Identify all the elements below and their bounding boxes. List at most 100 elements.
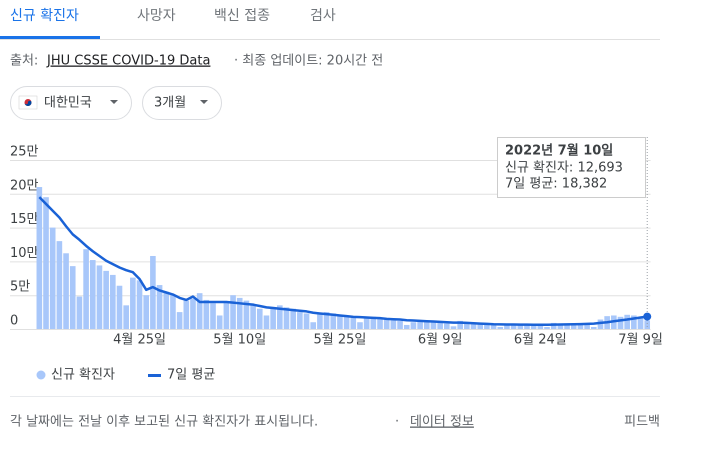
bar <box>223 301 230 329</box>
footer-link[interactable]: 데이터 정보 <box>410 415 474 430</box>
line <box>38 196 648 327</box>
bar <box>390 320 397 329</box>
bar <box>524 324 530 329</box>
bar <box>550 322 557 329</box>
bar <box>370 316 377 329</box>
bar <box>470 323 477 329</box>
legend-swatch <box>148 374 161 377</box>
bar <box>330 313 337 329</box>
bar <box>110 274 116 329</box>
x-tick-label: 5월 25일 <box>314 333 367 348</box>
bar <box>444 323 450 329</box>
bar <box>270 308 276 329</box>
separator: · <box>395 415 399 430</box>
bar <box>89 260 96 329</box>
bar <box>263 315 270 329</box>
tab[interactable]: 사망자 <box>137 8 176 24</box>
bar <box>96 265 103 329</box>
bar <box>363 318 370 329</box>
dropdown-arrow <box>200 100 208 104</box>
bar <box>423 320 430 329</box>
source-link[interactable]: JHU CSSE COVID-19 Data <box>46 54 210 69</box>
bar <box>130 277 136 329</box>
bar <box>210 303 216 329</box>
bar <box>303 313 310 329</box>
y-tick-label: 15만 <box>10 212 39 227</box>
source-prefix: 출처: <box>10 54 38 69</box>
bar <box>170 295 176 329</box>
legend-swatch <box>36 370 46 380</box>
bar <box>590 326 597 329</box>
bar <box>504 324 510 329</box>
bar <box>290 308 296 329</box>
y-tick-label: 0 <box>10 314 18 329</box>
bar <box>183 300 190 329</box>
flag-icon <box>24 100 32 106</box>
bar <box>136 280 143 329</box>
y-tick-label: 10만 <box>10 246 39 261</box>
bar <box>570 324 577 329</box>
bar <box>403 324 410 329</box>
bar <box>350 317 357 329</box>
bar <box>310 322 317 329</box>
filter-button[interactable] <box>142 86 222 120</box>
bar <box>317 314 323 329</box>
bar <box>230 295 236 329</box>
bar <box>484 324 490 329</box>
bar <box>116 285 123 329</box>
bar <box>557 323 564 329</box>
bar <box>377 318 383 329</box>
bar <box>517 324 524 329</box>
bar <box>143 295 150 329</box>
bar <box>530 324 537 329</box>
bar <box>76 296 83 329</box>
bar <box>617 316 624 329</box>
tab[interactable]: 신규 확진자 <box>10 8 79 24</box>
filter-label: 3개월 <box>154 96 186 111</box>
bar <box>256 308 263 329</box>
bar <box>497 326 504 329</box>
bar <box>323 312 330 329</box>
bar <box>216 315 223 329</box>
bar <box>156 285 163 329</box>
bar <box>624 314 630 329</box>
filter-button[interactable] <box>10 86 132 120</box>
tooltip-date: 2022년 7월 10일 <box>505 143 613 159</box>
tab[interactable]: 검사 <box>310 8 336 24</box>
bar <box>450 326 457 329</box>
source-suffix: · 최종 업데이트: 20시간 전 <box>234 54 383 69</box>
y-tick-label: 20만 <box>10 178 39 193</box>
x-tick-label: 4월 25일 <box>113 333 166 348</box>
bar <box>103 270 109 329</box>
x-tick-label: 7월 9일 <box>618 333 663 348</box>
bar <box>297 312 303 329</box>
tab[interactable]: 백신 접종 <box>214 8 270 24</box>
bar <box>631 315 637 329</box>
tooltip-line: 신규 확진자: 12,693 <box>505 161 623 176</box>
bar <box>477 324 484 329</box>
bar <box>637 317 644 329</box>
bar <box>236 297 243 329</box>
bar <box>343 316 350 329</box>
bar <box>56 241 63 329</box>
bar <box>277 305 283 329</box>
bar <box>243 300 250 329</box>
bar <box>510 324 517 329</box>
feedback-link[interactable]: 피드백 <box>624 415 660 430</box>
bar <box>397 320 403 329</box>
bar <box>490 324 497 329</box>
bar <box>36 187 43 329</box>
bar <box>417 320 423 329</box>
y-tick-label: 25만 <box>10 145 39 160</box>
bar <box>357 322 363 329</box>
bar <box>383 319 390 329</box>
x-tick-label: 6월 9일 <box>418 333 463 348</box>
bar <box>123 305 129 329</box>
bar <box>203 299 210 329</box>
filter-label: 대한민국 <box>44 96 92 111</box>
bar <box>150 255 156 329</box>
bar <box>196 293 203 329</box>
